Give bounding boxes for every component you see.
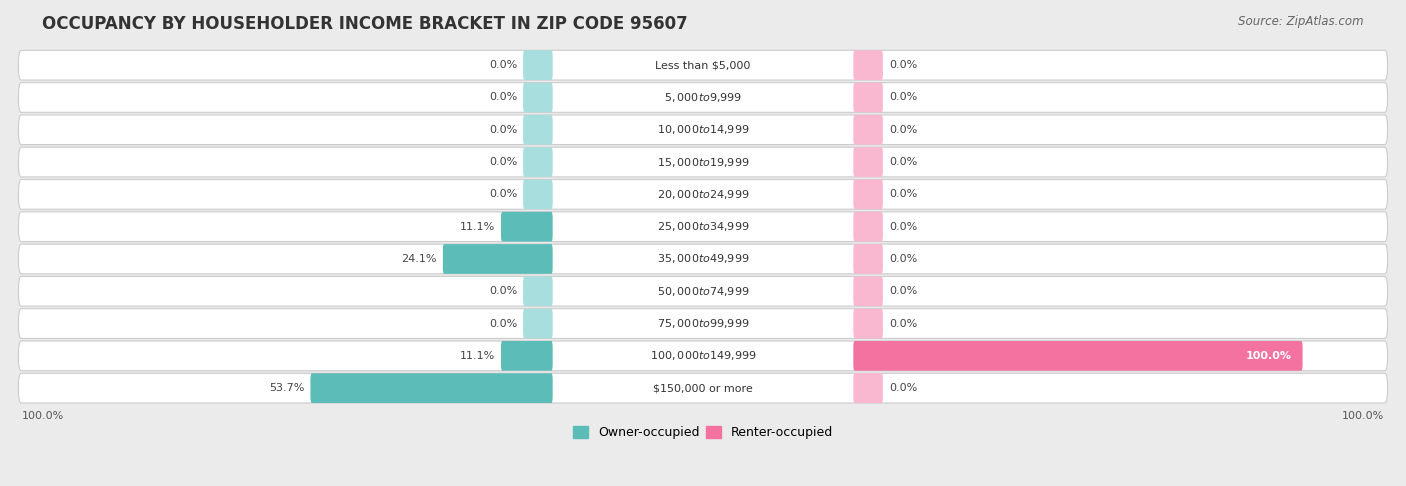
Text: $10,000 to $14,999: $10,000 to $14,999 <box>657 123 749 136</box>
FancyBboxPatch shape <box>853 179 883 209</box>
FancyBboxPatch shape <box>18 244 1388 274</box>
FancyBboxPatch shape <box>853 341 1302 371</box>
Text: 11.1%: 11.1% <box>460 222 495 232</box>
Text: OCCUPANCY BY HOUSEHOLDER INCOME BRACKET IN ZIP CODE 95607: OCCUPANCY BY HOUSEHOLDER INCOME BRACKET … <box>42 15 688 33</box>
FancyBboxPatch shape <box>523 51 553 80</box>
Text: 0.0%: 0.0% <box>889 60 917 70</box>
Text: $5,000 to $9,999: $5,000 to $9,999 <box>664 91 742 104</box>
Text: $150,000 or more: $150,000 or more <box>654 383 752 393</box>
FancyBboxPatch shape <box>523 147 553 177</box>
Text: 0.0%: 0.0% <box>889 92 917 103</box>
FancyBboxPatch shape <box>853 244 883 274</box>
FancyBboxPatch shape <box>18 179 1388 209</box>
FancyBboxPatch shape <box>853 115 883 145</box>
Text: 24.1%: 24.1% <box>402 254 437 264</box>
Text: $75,000 to $99,999: $75,000 to $99,999 <box>657 317 749 330</box>
Text: 0.0%: 0.0% <box>489 318 517 329</box>
FancyBboxPatch shape <box>853 373 883 403</box>
FancyBboxPatch shape <box>523 83 553 112</box>
Legend: Owner-occupied, Renter-occupied: Owner-occupied, Renter-occupied <box>568 421 838 444</box>
Text: 0.0%: 0.0% <box>889 318 917 329</box>
FancyBboxPatch shape <box>18 212 1388 242</box>
FancyBboxPatch shape <box>853 83 883 112</box>
FancyBboxPatch shape <box>523 277 553 306</box>
Text: 0.0%: 0.0% <box>889 190 917 199</box>
FancyBboxPatch shape <box>501 212 553 242</box>
FancyBboxPatch shape <box>18 277 1388 306</box>
FancyBboxPatch shape <box>853 147 883 177</box>
Text: 11.1%: 11.1% <box>460 351 495 361</box>
Text: 100.0%: 100.0% <box>22 412 65 421</box>
Text: 100.0%: 100.0% <box>1341 412 1384 421</box>
Text: $50,000 to $74,999: $50,000 to $74,999 <box>657 285 749 298</box>
Text: 0.0%: 0.0% <box>889 254 917 264</box>
FancyBboxPatch shape <box>523 115 553 145</box>
FancyBboxPatch shape <box>443 244 553 274</box>
FancyBboxPatch shape <box>18 373 1388 403</box>
Text: 0.0%: 0.0% <box>889 222 917 232</box>
FancyBboxPatch shape <box>18 115 1388 145</box>
FancyBboxPatch shape <box>18 51 1388 80</box>
FancyBboxPatch shape <box>523 179 553 209</box>
FancyBboxPatch shape <box>853 212 883 242</box>
Text: 0.0%: 0.0% <box>489 60 517 70</box>
Text: 0.0%: 0.0% <box>889 157 917 167</box>
Text: 0.0%: 0.0% <box>489 92 517 103</box>
Text: 53.7%: 53.7% <box>269 383 305 393</box>
FancyBboxPatch shape <box>18 309 1388 338</box>
Text: Less than $5,000: Less than $5,000 <box>655 60 751 70</box>
Text: $100,000 to $149,999: $100,000 to $149,999 <box>650 349 756 363</box>
FancyBboxPatch shape <box>853 277 883 306</box>
Text: 0.0%: 0.0% <box>889 125 917 135</box>
Text: 0.0%: 0.0% <box>889 286 917 296</box>
FancyBboxPatch shape <box>853 309 883 338</box>
Text: 0.0%: 0.0% <box>889 383 917 393</box>
Text: Source: ZipAtlas.com: Source: ZipAtlas.com <box>1239 15 1364 28</box>
FancyBboxPatch shape <box>523 309 553 338</box>
Text: $25,000 to $34,999: $25,000 to $34,999 <box>657 220 749 233</box>
FancyBboxPatch shape <box>311 373 553 403</box>
Text: 0.0%: 0.0% <box>489 157 517 167</box>
Text: $15,000 to $19,999: $15,000 to $19,999 <box>657 156 749 169</box>
Text: 100.0%: 100.0% <box>1246 351 1291 361</box>
Text: 0.0%: 0.0% <box>489 286 517 296</box>
Text: 0.0%: 0.0% <box>489 125 517 135</box>
Text: $20,000 to $24,999: $20,000 to $24,999 <box>657 188 749 201</box>
FancyBboxPatch shape <box>501 341 553 371</box>
FancyBboxPatch shape <box>853 51 883 80</box>
FancyBboxPatch shape <box>18 147 1388 177</box>
FancyBboxPatch shape <box>18 83 1388 112</box>
Text: 0.0%: 0.0% <box>489 190 517 199</box>
FancyBboxPatch shape <box>18 341 1388 371</box>
Text: $35,000 to $49,999: $35,000 to $49,999 <box>657 252 749 265</box>
